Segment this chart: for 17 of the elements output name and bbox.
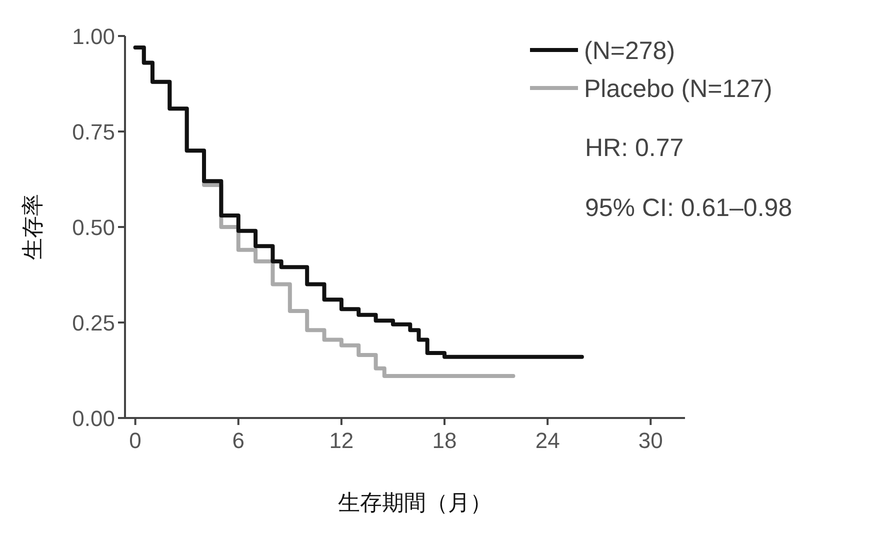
x-axis-title: 生存期間（月） <box>338 490 492 515</box>
legend-label: Placebo (N=127) <box>584 75 772 103</box>
x-tick-label: 30 <box>638 428 663 453</box>
legend-label: (N=278) <box>584 37 676 65</box>
x-tick-label: 24 <box>535 428 560 453</box>
x-tick-label: 12 <box>329 428 354 453</box>
y-tick-label: 0.00 <box>72 406 115 431</box>
annotation: 95% CI: 0.61–0.98 <box>585 194 792 222</box>
y-tick-label: 0.25 <box>72 310 115 336</box>
x-tick-label: 18 <box>432 428 457 453</box>
y-tick-label: 0.50 <box>72 215 115 240</box>
y-axis-title: 生存率 <box>20 194 45 260</box>
annotation: HR: 0.77 <box>585 134 684 162</box>
x-tick-label: 6 <box>232 428 244 453</box>
y-tick-label: 0.75 <box>72 120 115 144</box>
x-tick-label: 0 <box>129 428 142 453</box>
y-tick-label: 1.00 <box>72 24 115 49</box>
